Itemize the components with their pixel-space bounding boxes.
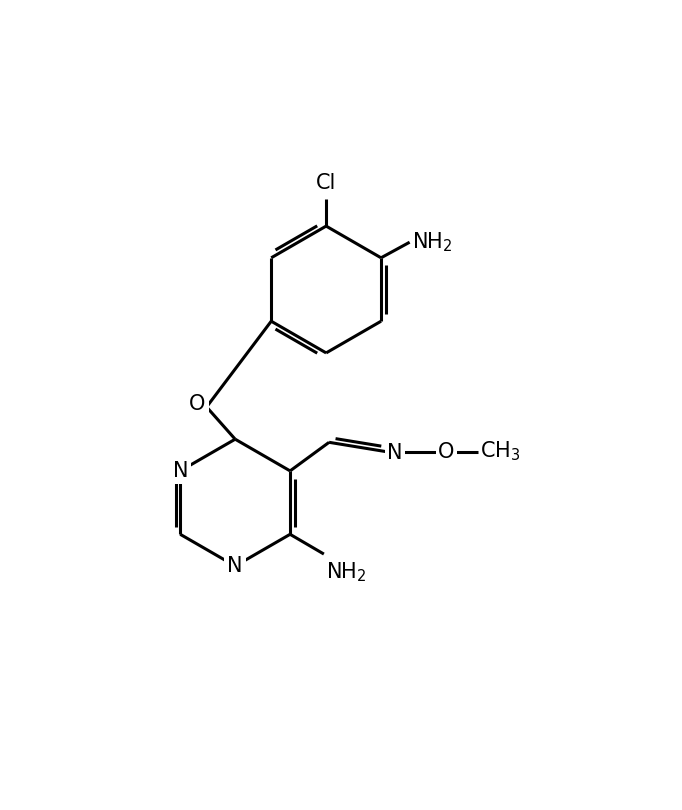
Text: Cl: Cl — [316, 173, 336, 193]
Text: O: O — [439, 441, 455, 462]
Text: O: O — [189, 394, 205, 415]
Text: NH$_2$: NH$_2$ — [327, 561, 367, 584]
Text: N: N — [387, 443, 403, 463]
Text: CH$_3$: CH$_3$ — [480, 440, 520, 463]
Text: NH$_2$: NH$_2$ — [412, 230, 453, 254]
Text: N: N — [227, 556, 243, 576]
Text: N: N — [173, 461, 188, 481]
